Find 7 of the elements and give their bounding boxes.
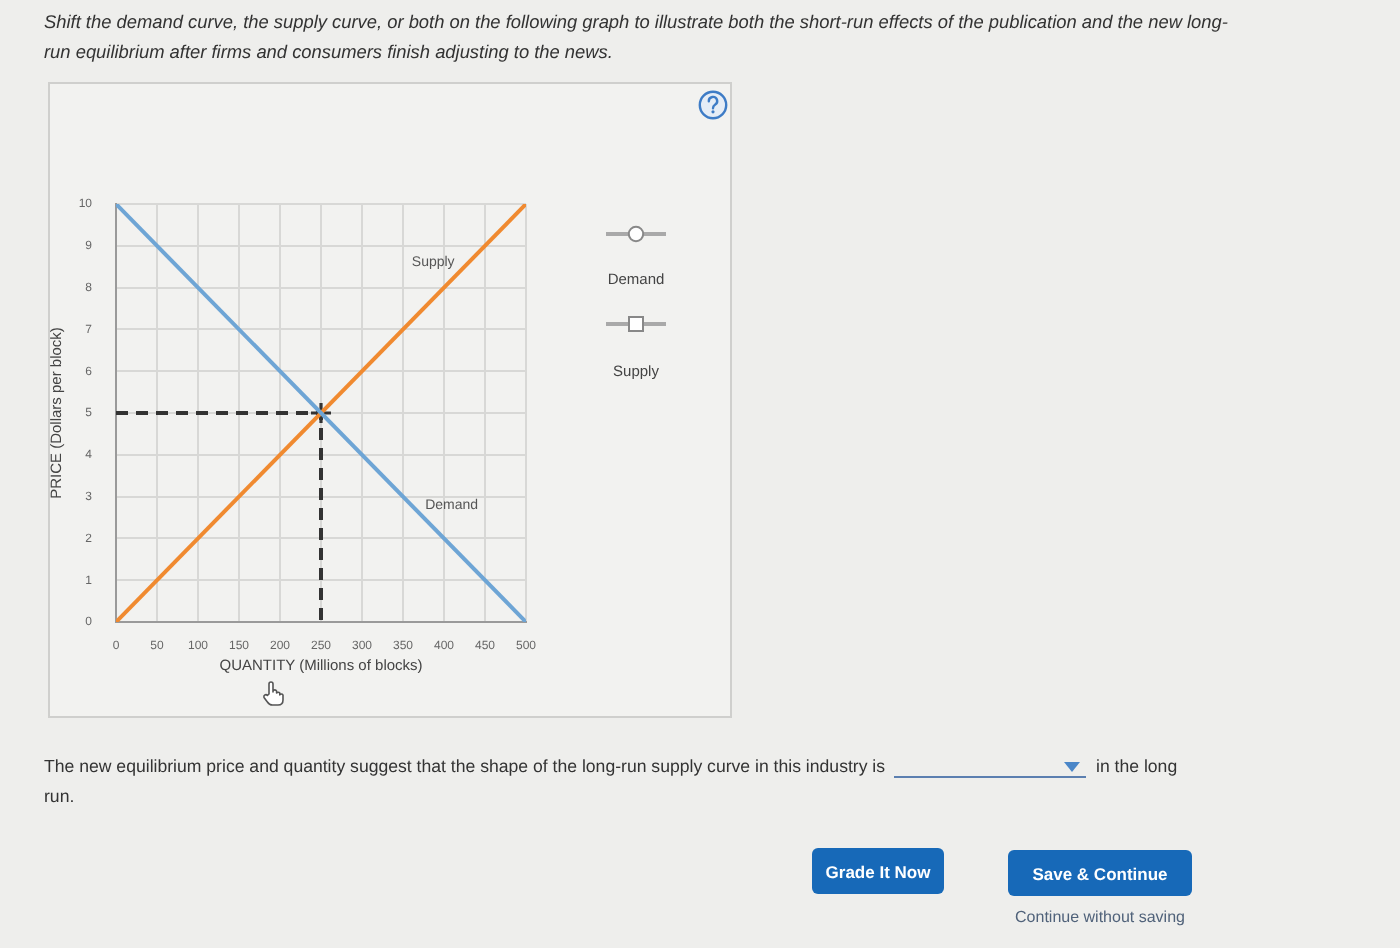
button: Save & Continue [1008,850,1192,896]
text: in the long [1096,754,1178,780]
text: run. [44,784,75,810]
text: The new equilibrium price and quantity suggest that the shape of the long-run supply curve in this industry is [44,754,886,780]
button: Grade It Now [812,848,944,894]
link: Continue without saving [1015,908,1185,926]
text: Shift the demand curve, the supply curve, or both on the following graph to illustrate both the short-run effects of the publication and the new long-run equilibrium after firms and consumers finish adjusting to the news. [44,10,1228,66]
